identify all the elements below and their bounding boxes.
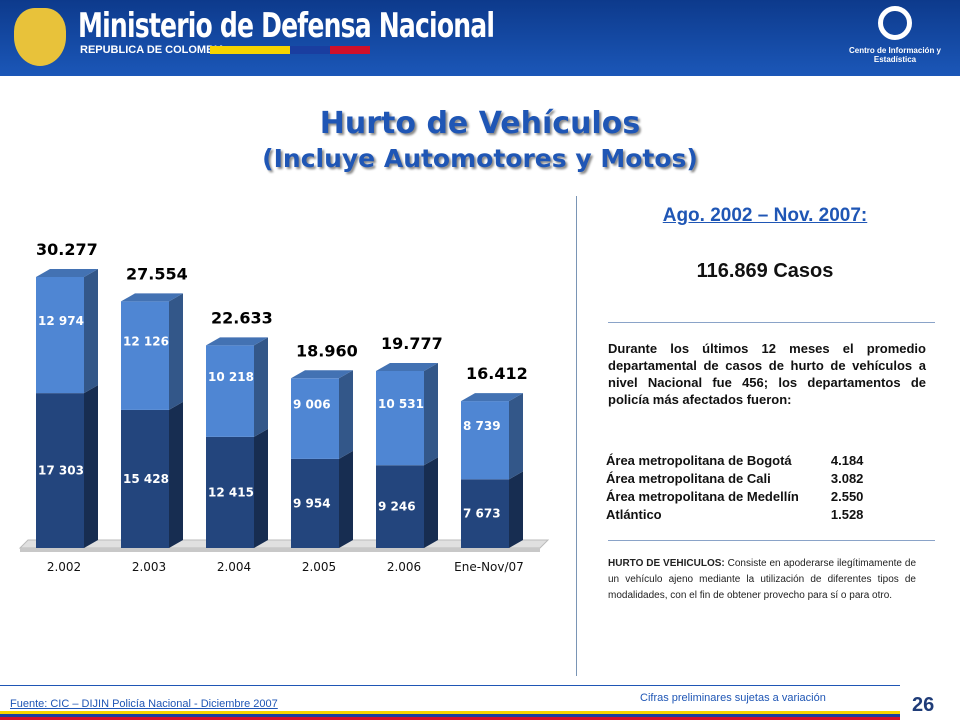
segment-label: 15 428 [123,472,169,486]
total-label: 19.777 [381,334,443,353]
total-label: 27.554 [126,264,188,283]
flag-stripe [210,46,370,54]
row-value: 2.550 [830,489,864,504]
segment-label: 8 739 [463,419,501,433]
bar [206,345,254,437]
bar-side [339,450,353,548]
table-row: Área metropolitana de Cali 3.082 [606,470,863,488]
paragraph: Durante los últimos 12 meses el promedio… [608,341,926,407]
bar [461,479,509,548]
bar-top [376,362,438,371]
page-number: 26 [912,694,935,716]
bar-side [254,428,268,548]
bar [376,465,424,548]
row-value: 3.082 [830,471,864,486]
segment-label: 12 415 [208,485,254,499]
bar-side [424,457,438,548]
table-row: Área metropolitana de Bogotá 4.184 [606,452,863,470]
x-tick-label: 2.006 [387,560,421,574]
header-bar: Ministerio de Defensa Nacional REPUBLICA… [0,0,960,76]
bar-top [291,370,353,379]
rule [608,322,935,323]
cases: 116.869 Casos [696,260,834,282]
note: Cifras preliminares sujetas a variación [640,692,826,704]
country: REPUBLICA DE COLOMBIA [80,44,226,56]
x-tick-label: 2.004 [217,560,251,574]
bar-top [121,293,183,302]
rule [608,540,935,541]
bar [121,409,169,548]
segment-label: 17 303 [38,464,84,478]
row-label: Área metropolitana de Bogotá [606,453,792,468]
bar-top [461,393,523,402]
segment-label: 12 974 [38,314,84,328]
row-value: 1.528 [830,507,864,522]
bar-side [339,370,353,459]
segment-label: 9 246 [378,500,416,514]
bar-side [509,471,523,548]
emblem [14,8,66,66]
bar-side [424,362,438,466]
bar [206,436,254,548]
period: Ago. 2002 – Nov. 2007: [662,205,868,226]
table-row: Atlántico 1.528 [606,506,863,524]
title: Hurto de Vehículos [319,106,641,141]
bar [291,378,339,459]
segment-label: 9 006 [293,398,331,412]
bar-side [169,401,183,548]
row-label: Área metropolitana de Medellín [606,489,799,504]
bar-side [84,269,98,394]
divider [576,196,577,676]
bar [461,401,509,480]
center: Centro de Información y Estadística [848,46,941,64]
bar-side [169,293,183,410]
ministry: Ministerio de Defensa Nacional [78,6,495,46]
bar-side [254,337,268,437]
segment-label: 10 531 [378,397,424,411]
definition-term: HURTO DE VEHICULOS: [608,558,725,569]
segment-label: 7 673 [463,507,501,521]
bar [121,301,169,410]
definition: Consiste en apoderarse ilegítimamente de… [608,558,916,601]
floor-front [20,548,540,552]
row-value: 4.184 [830,453,864,468]
bar-top [36,269,98,277]
total-label: 30.277 [36,240,98,259]
bar [376,370,424,466]
bar-top [206,337,268,346]
bar-side [509,393,523,480]
x-tick-label: Ene-Nov/07 [454,560,524,574]
bar [36,393,84,548]
bar-side [84,385,98,548]
segment-label: 10 218 [208,370,254,384]
segment-label: 12 126 [123,335,169,349]
footer-line [0,685,900,686]
source: Fuente: CIC – DIJIN Policía Nacional - D… [10,698,278,710]
x-tick-label: 2.002 [47,560,81,574]
definition-block: HURTO DE VEHICULOS: Consiste en apoderar… [608,556,916,604]
segment-label: 9 954 [293,496,331,510]
center-logo [878,6,912,40]
cases-table: Área metropolitana de Bogotá 4.184 Área me… [606,452,863,524]
x-tick-label: 2.005 [302,560,336,574]
row-label: Atlántico [606,507,662,522]
table-row: Área metropolitana de Medellín 2.550 [606,488,863,506]
total-label: 18.960 [296,341,358,360]
bar [36,277,84,394]
row-label: Área metropolitana de Cali [606,471,771,486]
flag-stripes [0,711,900,720]
total-label: 16.412 [466,364,528,383]
subtitle: (Incluye Automotores y Motos) [262,144,698,173]
x-tick-label: 2.003 [132,560,166,574]
bar [291,458,339,548]
chart: 17 303 12 974 30.277 2.002 15 428 12 126 27.55… [18,240,550,574]
total-label: 22.633 [211,308,273,327]
